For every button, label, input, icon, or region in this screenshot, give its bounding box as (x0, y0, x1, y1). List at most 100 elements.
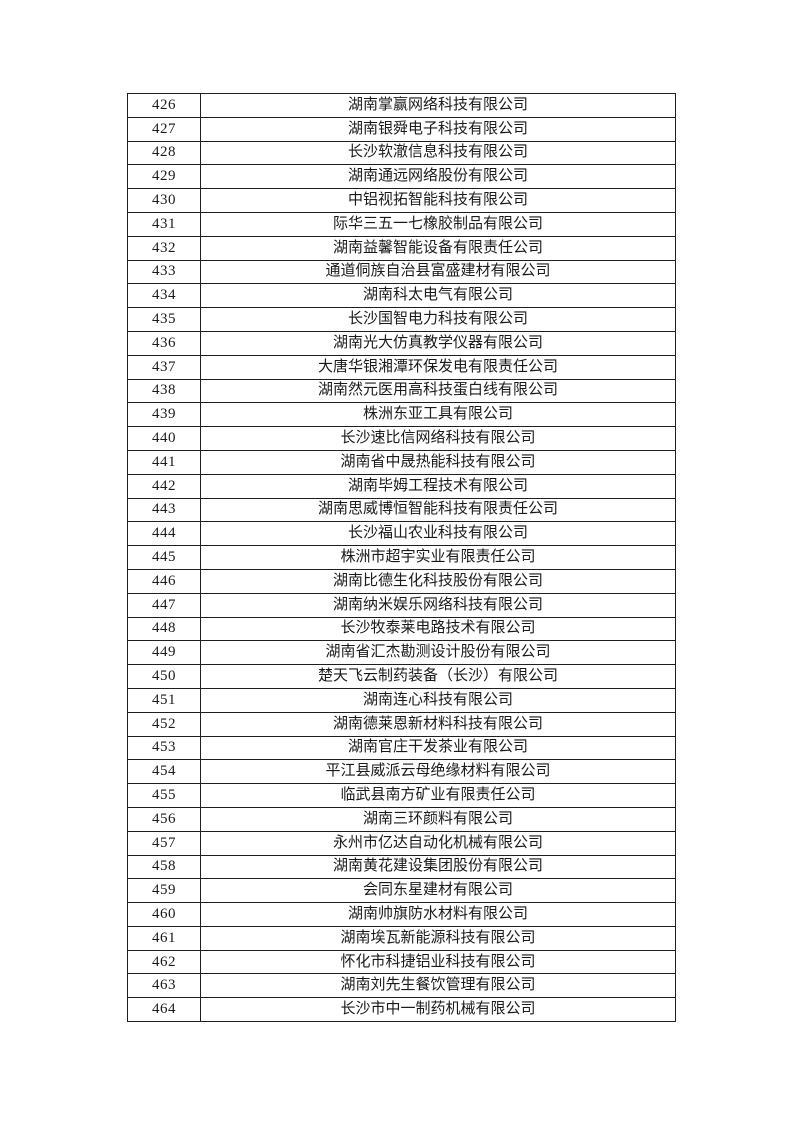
table-row: 451 湖南连心科技有限公司 (127, 687, 676, 713)
row-number-cell: 447 (127, 592, 201, 618)
row-number-cell: 464 (127, 997, 201, 1023)
company-name-cell: 湖南黄花建设集团股份有限公司 (200, 854, 676, 880)
row-number-cell: 434 (127, 283, 201, 309)
company-name-cell: 湖南官庄干发茶业有限公司 (200, 735, 676, 761)
table-row: 437 大唐华银湘潭环保发电有限责任公司 (127, 354, 676, 380)
company-name-cell: 平江县威派云母绝缘材料有限公司 (200, 759, 676, 785)
row-number-cell: 458 (127, 854, 201, 880)
row-number-cell: 445 (127, 545, 201, 570)
table-row: 440 长沙速比信网络科技有限公司 (127, 426, 676, 451)
table-row: 463 湖南刘先生餐饮管理有限公司 (127, 973, 676, 999)
company-name-cell: 会同东星建材有限公司 (200, 878, 676, 904)
table-row: 456 湖南三环颜料有限公司 (127, 806, 676, 832)
company-name-cell: 湖南思威博恒智能科技有限责任公司 (200, 497, 676, 523)
row-number-cell: 440 (127, 426, 201, 451)
row-number-cell: 455 (127, 783, 201, 808)
company-name-cell: 湖南然元医用高科技蛋白线有限公司 (200, 378, 676, 404)
company-name-cell: 湖南掌赢网络科技有限公司 (200, 93, 676, 118)
company-name-cell: 通道侗族自治县富盛建材有限公司 (200, 259, 676, 285)
row-number-cell: 439 (127, 402, 201, 428)
table-row: 459 会同东星建材有限公司 (127, 878, 676, 904)
company-name-cell: 湖南帅旗防水材料有限公司 (200, 902, 676, 927)
company-name-cell: 湖南连心科技有限公司 (200, 687, 676, 713)
row-number-cell: 432 (127, 235, 201, 261)
company-name-cell: 临武县南方矿业有限责任公司 (200, 783, 676, 808)
company-name-cell: 湖南纳米娱乐网络科技有限公司 (200, 592, 676, 618)
table-row: 461 湖南埃瓦新能源科技有限公司 (127, 925, 676, 951)
table-row: 455 临武县南方矿业有限责任公司 (127, 783, 676, 808)
company-name-cell: 中铝视拓智能科技有限公司 (200, 188, 676, 213)
company-name-cell: 湖南省中晟热能科技有限公司 (200, 449, 676, 475)
company-name-cell: 大唐华银湘潭环保发电有限责任公司 (200, 354, 676, 380)
table-row: 444 长沙福山农业科技有限公司 (127, 521, 676, 547)
row-number-cell: 430 (127, 188, 201, 213)
table-row: 427 湖南银舜电子科技有限公司 (127, 116, 676, 142)
company-name-cell: 长沙牧泰莱电路技术有限公司 (200, 616, 676, 642)
row-number-cell: 428 (127, 140, 201, 166)
company-name-cell: 湖南德莱恩新材料科技有限公司 (200, 711, 676, 737)
company-name-cell: 长沙软澈信息科技有限公司 (200, 140, 676, 166)
company-name-cell: 湖南通远网络股份有限公司 (200, 164, 676, 190)
row-number-cell: 451 (127, 687, 201, 713)
table-row: 442 湖南毕姆工程技术有限公司 (127, 473, 676, 499)
company-name-cell: 湖南益馨智能设备有限责任公司 (200, 235, 676, 261)
table-row: 429 湖南通远网络股份有限公司 (127, 164, 676, 190)
table-row: 454 平江县威派云母绝缘材料有限公司 (127, 759, 676, 785)
row-number-cell: 462 (127, 949, 201, 975)
row-number-cell: 454 (127, 759, 201, 785)
table-row: 449 湖南省汇杰勘测设计股份有限公司 (127, 640, 676, 666)
company-name-cell: 湖南毕姆工程技术有限公司 (200, 473, 676, 499)
row-number-cell: 457 (127, 830, 201, 856)
row-number-cell: 441 (127, 449, 201, 475)
row-number-cell: 436 (127, 330, 201, 356)
table-row: 453 湖南官庄干发茶业有限公司 (127, 735, 676, 761)
company-name-cell: 湖南银舜电子科技有限公司 (200, 116, 676, 142)
row-number-cell: 442 (127, 473, 201, 499)
company-name-cell: 湖南埃瓦新能源科技有限公司 (200, 925, 676, 951)
row-number-cell: 427 (127, 116, 201, 142)
table-row: 452 湖南德莱恩新材料科技有限公司 (127, 711, 676, 737)
row-number-cell: 460 (127, 902, 201, 927)
table-row: 436 湖南光大仿真教学仪器有限公司 (127, 330, 676, 356)
company-name-cell: 长沙市中一制药机械有限公司 (200, 997, 676, 1023)
table-row: 446 湖南比德生化科技股份有限公司 (127, 568, 676, 594)
table-row: 428 长沙软澈信息科技有限公司 (127, 140, 676, 166)
table-row: 447 湖南纳米娱乐网络科技有限公司 (127, 592, 676, 618)
row-number-cell: 449 (127, 640, 201, 666)
table-row: 426 湖南掌赢网络科技有限公司 (127, 93, 676, 118)
row-number-cell: 437 (127, 354, 201, 380)
row-number-cell: 461 (127, 925, 201, 951)
company-table-body: 426 湖南掌赢网络科技有限公司 427 湖南银舜电子科技有限公司 428 长沙软澈信息科… (127, 93, 676, 1023)
row-number-cell: 429 (127, 164, 201, 190)
row-number-cell: 446 (127, 568, 201, 594)
row-number-cell: 443 (127, 497, 201, 523)
table-row: 432 湖南益馨智能设备有限责任公司 (127, 235, 676, 261)
table-row: 434 湖南科太电气有限公司 (127, 283, 676, 309)
table-row: 448 长沙牧泰莱电路技术有限公司 (127, 616, 676, 642)
row-number-cell: 433 (127, 259, 201, 285)
company-name-cell: 湖南刘先生餐饮管理有限公司 (200, 973, 676, 999)
row-number-cell: 448 (127, 616, 201, 642)
row-number-cell: 426 (127, 93, 201, 118)
company-name-cell: 株洲市超宇实业有限责任公司 (200, 545, 676, 570)
company-name-cell: 怀化市科捷铝业科技有限公司 (200, 949, 676, 975)
table-row: 464 长沙市中一制药机械有限公司 (127, 997, 676, 1023)
table-row: 438 湖南然元医用高科技蛋白线有限公司 (127, 378, 676, 404)
row-number-cell: 463 (127, 973, 201, 999)
company-name-cell: 湖南光大仿真教学仪器有限公司 (200, 330, 676, 356)
company-name-cell: 长沙国智电力科技有限公司 (200, 307, 676, 332)
company-name-cell: 湖南科太电气有限公司 (200, 283, 676, 309)
row-number-cell: 431 (127, 211, 201, 237)
company-name-cell: 湖南比德生化科技股份有限公司 (200, 568, 676, 594)
company-name-cell: 湖南省汇杰勘测设计股份有限公司 (200, 640, 676, 666)
company-name-cell: 长沙速比信网络科技有限公司 (200, 426, 676, 451)
row-number-cell: 444 (127, 521, 201, 547)
table-row: 430 中铝视拓智能科技有限公司 (127, 188, 676, 213)
table-row: 439 株洲东亚工具有限公司 (127, 402, 676, 428)
table-row: 457 永州市亿达自动化机械有限公司 (127, 830, 676, 856)
table-row: 435 长沙国智电力科技有限公司 (127, 307, 676, 332)
table-row: 431 际华三五一七橡胶制品有限公司 (127, 211, 676, 237)
table-row: 443 湖南思威博恒智能科技有限责任公司 (127, 497, 676, 523)
company-name-cell: 株洲东亚工具有限公司 (200, 402, 676, 428)
